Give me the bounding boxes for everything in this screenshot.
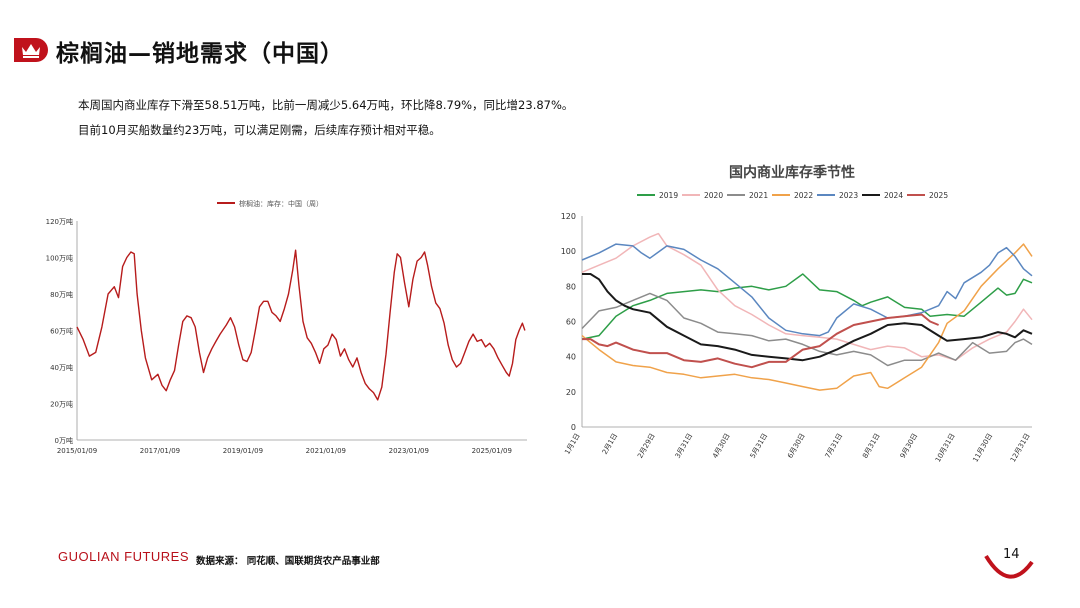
x-tick-label: 5月31日 xyxy=(749,432,770,460)
series-line-2023 xyxy=(581,243,1033,337)
x-tick-label: 2017/01/09 xyxy=(140,447,180,455)
legend-label: 2020 xyxy=(704,191,723,200)
series-line-2019 xyxy=(581,273,1033,340)
x-tick-label: 2月29日 xyxy=(636,432,657,460)
summary-line-1: 本周国内商业库存下滑至58.51万吨，比前一周减少5.64万吨，环比降8.79%… xyxy=(78,98,574,112)
y-tick-label: 40 xyxy=(566,353,576,362)
footer-brand: GUOLIAN FUTURES xyxy=(58,549,190,564)
y-tick-label: 100 xyxy=(561,247,576,256)
x-tick-label: 1月1日 xyxy=(563,432,581,456)
series-line-2025 xyxy=(582,313,939,369)
y-tick-label: 20万吨 xyxy=(50,400,73,409)
y-tick-label: 40万吨 xyxy=(50,363,73,372)
x-tick-label: 12月31日 xyxy=(1009,432,1032,464)
x-tick-label: 11月30日 xyxy=(971,432,994,464)
x-tick-label: 2月1日 xyxy=(601,432,619,456)
series-line-2021 xyxy=(581,292,1033,367)
y-tick-label: 0 xyxy=(571,423,576,432)
series-line-2022 xyxy=(581,243,1033,391)
y-tick-label: 20 xyxy=(566,388,576,397)
y-tick-label: 0万吨 xyxy=(55,436,73,445)
y-tick-label: 120 xyxy=(561,212,576,221)
y-tick-label: 80 xyxy=(566,282,576,291)
series-line-2020 xyxy=(581,232,1033,361)
x-tick-label: 2019/01/09 xyxy=(223,447,263,455)
x-tick-label: 9月30日 xyxy=(899,432,920,460)
page-number: 14 xyxy=(1003,547,1020,562)
legend-label: 2019 xyxy=(659,191,678,200)
legend-label: 2025 xyxy=(929,191,948,200)
chart-title: 国内商业库存季节性 xyxy=(729,164,855,181)
summary-line-2: 目前10月买船数量约23万吨，可以满足刚需，后续库存预计相对平稳。 xyxy=(78,123,441,137)
footer-arc-icon xyxy=(984,554,1034,579)
page-title: 棕榈油—销地需求（中国） xyxy=(56,41,344,67)
x-tick-label: 4月30日 xyxy=(711,432,732,460)
x-tick-label: 10月31日 xyxy=(934,432,957,464)
legend-label: 2024 xyxy=(884,191,903,200)
legend-label: 2021 xyxy=(749,191,768,200)
y-tick-label: 60 xyxy=(566,318,576,327)
y-tick-label: 100万吨 xyxy=(46,254,73,263)
series-line-2024 xyxy=(582,273,1033,362)
legend-label: 2023 xyxy=(839,191,858,200)
data-source: 数据来源： 同花顺、国联期货农产品事业部 xyxy=(196,556,380,567)
legend-label: 2022 xyxy=(794,191,813,200)
x-tick-label: 2015/01/09 xyxy=(57,447,97,455)
y-tick-label: 120万吨 xyxy=(46,217,73,226)
x-tick-label: 2021/01/09 xyxy=(306,447,346,455)
y-tick-label: 60万吨 xyxy=(50,327,73,336)
legend-label: 棕榈油：库存：中国（周） xyxy=(239,199,323,208)
x-tick-label: 8月31日 xyxy=(861,432,882,460)
crown-logo xyxy=(14,38,48,62)
x-tick-label: 2023/01/09 xyxy=(389,447,429,455)
x-tick-label: 6月30日 xyxy=(786,432,807,460)
series-line-inventory xyxy=(76,249,526,401)
x-tick-label: 2025/01/09 xyxy=(472,447,512,455)
x-tick-label: 7月31日 xyxy=(824,432,845,460)
y-tick-label: 80万吨 xyxy=(50,290,73,299)
x-tick-label: 3月31日 xyxy=(674,432,695,460)
